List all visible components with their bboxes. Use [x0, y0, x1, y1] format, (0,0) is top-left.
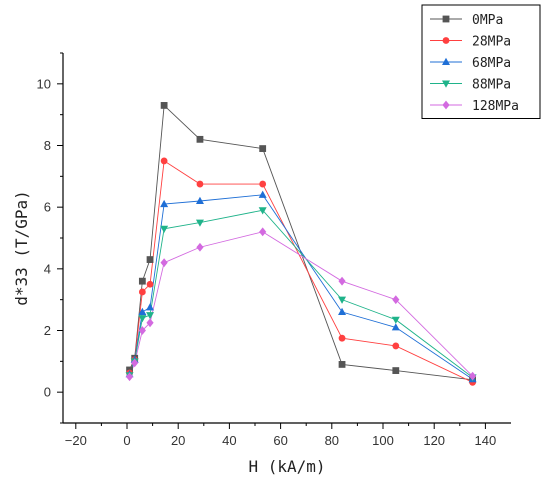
data-point-0MPa: [146, 256, 154, 263]
legend-marker-28MPa: [442, 37, 450, 44]
data-point-0MPa: [160, 102, 168, 109]
data-point-68MPa: [146, 303, 155, 311]
x-tick-label: 20: [171, 433, 185, 448]
legend-label-28MPa: 28MPa: [472, 35, 511, 50]
data-point-68MPa: [160, 199, 169, 208]
y-tick-label: 8: [44, 138, 51, 153]
data-point-68MPa: [391, 323, 400, 331]
x-tick-label: −20: [65, 433, 87, 448]
x-tick-label: 60: [273, 433, 287, 448]
data-point-0MPa: [259, 145, 267, 152]
data-point-28MPa: [196, 180, 204, 188]
data-point-28MPa: [146, 280, 154, 288]
data-point-28MPa: [259, 180, 267, 188]
legend: 0MPa 28MPa 68MPa 88MPa 128MPa: [421, 4, 541, 119]
axes: −20 0 20 40 60 80 100 120 140 0 2 4 6 8 10: [37, 52, 511, 448]
legend-label-128MPa: 128MPa: [472, 99, 519, 114]
data-point-88MPa: [258, 207, 267, 215]
data-point-128MPa: [146, 318, 154, 328]
y-tick-label: 10: [37, 76, 51, 91]
data-point-68MPa: [258, 190, 267, 198]
y-tick-label: 4: [44, 261, 51, 276]
data-point-28MPa: [392, 342, 400, 350]
data-point-68MPa: [138, 307, 147, 315]
data-point-28MPa: [160, 157, 168, 165]
y-tick-label: 0: [44, 385, 51, 400]
legend-marker-0MPa: [442, 15, 450, 23]
series-line-0MPa: [129, 104, 473, 381]
data-point-88MPa: [391, 316, 400, 324]
y-tick-label: 2: [44, 323, 51, 338]
plot-markers: [125, 102, 477, 386]
legend-label-88MPa: 88MPa: [472, 78, 511, 93]
data-point-128MPa: [196, 242, 204, 252]
series-line-88MPa: [129, 209, 473, 378]
x-tick-label: 40: [222, 433, 236, 448]
y-axis-title: d*33 (T/GPa): [12, 190, 31, 306]
series-line-68MPa: [129, 194, 473, 380]
legend-marker-128MPa: [442, 100, 450, 110]
legend-label-68MPa: 68MPa: [472, 56, 511, 71]
data-point-0MPa: [196, 135, 204, 143]
x-tick-label: 120: [423, 433, 445, 448]
data-point-88MPa: [160, 225, 169, 233]
data-point-128MPa: [392, 295, 400, 305]
data-point-0MPa: [138, 277, 146, 285]
data-point-128MPa: [160, 258, 168, 268]
series-line-28MPa: [129, 160, 473, 383]
data-point-28MPa: [138, 288, 146, 296]
y-tick-label: 6: [44, 200, 51, 215]
data-point-0MPa: [392, 367, 400, 374]
data-point-128MPa: [131, 358, 139, 368]
x-tick-label: 80: [325, 433, 339, 448]
data-point-128MPa: [338, 276, 346, 286]
data-point-128MPa: [259, 227, 267, 237]
data-point-28MPa: [338, 334, 346, 342]
legend-marker-68MPa: [442, 57, 450, 65]
legend-label-0MPa: 0MPa: [472, 13, 503, 28]
data-point-88MPa: [195, 219, 204, 227]
legend-marker-88MPa: [442, 80, 450, 88]
data-point-0MPa: [338, 361, 346, 368]
data-point-128MPa: [469, 371, 477, 381]
series-line-128MPa: [129, 231, 473, 377]
data-point-128MPa: [125, 372, 134, 382]
data-point-128MPa: [138, 326, 146, 335]
data-point-88MPa: [138, 315, 147, 323]
x-tick-label: 0: [123, 433, 130, 448]
x-axis-title: H (kA/m): [248, 457, 325, 476]
plot-lines: [129, 104, 473, 383]
data-point-88MPa: [146, 312, 155, 320]
x-tick-label: 140: [475, 433, 497, 448]
data-point-68MPa: [195, 196, 204, 204]
data-point-88MPa: [338, 296, 347, 304]
data-point-68MPa: [338, 307, 347, 315]
x-tick-label: 100: [372, 433, 394, 448]
